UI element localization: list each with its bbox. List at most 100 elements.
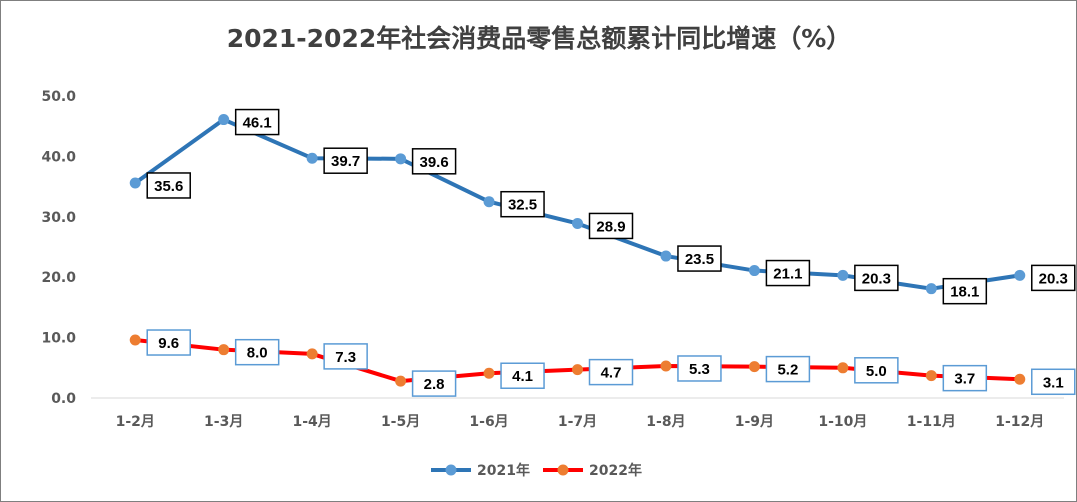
data-label-box [1031,264,1076,292]
data-label-text: 32.5 [508,197,537,214]
data-label: 2.8 [411,370,457,397]
data-label-box [854,357,899,384]
data-label: 28.9 [588,212,634,240]
data-label-text: 20.3 [1039,270,1068,287]
data-label: 3.1 [1031,368,1076,396]
data-label-box [500,362,545,389]
data-label: 5.0 [854,357,899,384]
y-tick-label: 0.0 [51,391,76,407]
data-label-box [677,245,722,272]
data-label-box [1031,368,1076,396]
data-label-box [677,355,722,382]
chart-legend[interactable]: 2021年 2022年 [431,462,642,479]
data-label: 9.6 [146,329,191,356]
data-point[interactable] [306,348,318,360]
x-tick-label: 1-4月 [292,414,331,430]
data-point[interactable] [1014,269,1026,281]
data-point[interactable] [925,370,937,382]
x-tick-label: 1-12月 [995,414,1044,430]
data-label-box [234,108,280,136]
data-label-box [854,264,899,292]
data-label-box [942,364,988,392]
data-point[interactable] [925,283,937,295]
data-label-text: 23.5 [685,251,714,268]
data-point[interactable] [660,250,672,262]
y-tick-label: 50.0 [41,89,76,105]
data-label: 35.6 [146,172,191,199]
data-point[interactable] [660,360,672,372]
data-label: 3.7 [942,364,988,392]
legend-item[interactable]: 2022年 [543,462,642,479]
data-label: 21.1 [765,259,811,287]
data-label: 20.3 [854,264,899,292]
data-label-text: 20.3 [862,270,891,287]
data-point[interactable] [129,177,141,189]
x-tick-label: 1-9月 [735,414,774,430]
data-point[interactable] [218,344,230,356]
data-label-text: 5.2 [777,362,798,379]
data-label-text: 18.1 [950,284,979,301]
data-point[interactable] [572,217,583,229]
data-label-box [411,148,457,175]
data-label: 39.6 [411,148,457,175]
data-point[interactable] [129,334,141,346]
data-point[interactable] [483,367,495,379]
data-label-box [146,329,191,356]
x-tick-label: 1-5月 [381,414,420,430]
data-label-text: 39.7 [331,153,360,170]
data-point[interactable] [306,152,318,164]
x-tick-label: 1-10月 [818,414,867,430]
data-label-text: 5.0 [866,363,887,380]
data-label-box [500,190,545,218]
data-label-box [323,343,368,370]
data-label-box [146,172,191,199]
series-line[interactable] [133,117,1022,291]
data-label-text: 2.8 [424,376,445,393]
x-axis: 1-2月 1-3月 1-4月 1-5月 1-6月 1-7月 1-8月 1-9月 1-10月 1-1… [91,397,1064,430]
data-point[interactable] [837,362,849,374]
data-label-text: 21.1 [773,266,802,283]
data-label: 4.7 [588,358,634,386]
legend-item[interactable]: 2021年 [431,462,530,479]
data-label-text: 7.3 [335,349,356,366]
data-label-box [588,212,634,240]
data-point[interactable] [748,361,760,373]
data-label-box [323,147,368,174]
data-label-box [765,259,811,287]
y-tick-label: 10.0 [41,331,76,347]
data-label-box [765,355,811,383]
data-point[interactable] [483,196,495,208]
data-point[interactable] [837,269,849,281]
data-label: 5.2 [765,355,811,383]
data-label-text: 5.3 [689,361,710,378]
legend-label: 2021年 [477,462,530,479]
data-label: 7.3 [323,343,368,370]
data-label: 20.3 [1031,264,1076,292]
data-label: 32.5 [500,190,545,218]
data-label-box [588,358,634,386]
data-label-text: 9.6 [158,335,179,352]
legend-marker [445,464,457,476]
data-label-text: 4.7 [601,365,622,382]
data-point[interactable] [748,265,760,277]
y-tick-label: 40.0 [41,149,76,165]
legend-marker [557,464,569,476]
data-point[interactable] [1014,373,1026,385]
chart-title: 2021-2022年社会消费品零售总额累计同比增速（%） [227,24,852,53]
data-label: 5.3 [677,355,722,382]
data-point[interactable] [572,364,583,376]
data-label-box [942,277,988,305]
data-point[interactable] [395,153,407,165]
x-tick-label: 1-8月 [646,414,685,430]
data-point[interactable] [395,375,407,387]
data-point[interactable] [218,114,230,126]
data-label: 39.7 [323,147,368,174]
data-label: 46.1 [234,108,280,136]
data-label-text: 46.1 [243,115,272,132]
data-label: 18.1 [942,277,988,305]
x-tick-label: 1-3月 [204,414,243,430]
data-label-box [411,370,457,397]
y-tick-label: 30.0 [41,210,76,226]
